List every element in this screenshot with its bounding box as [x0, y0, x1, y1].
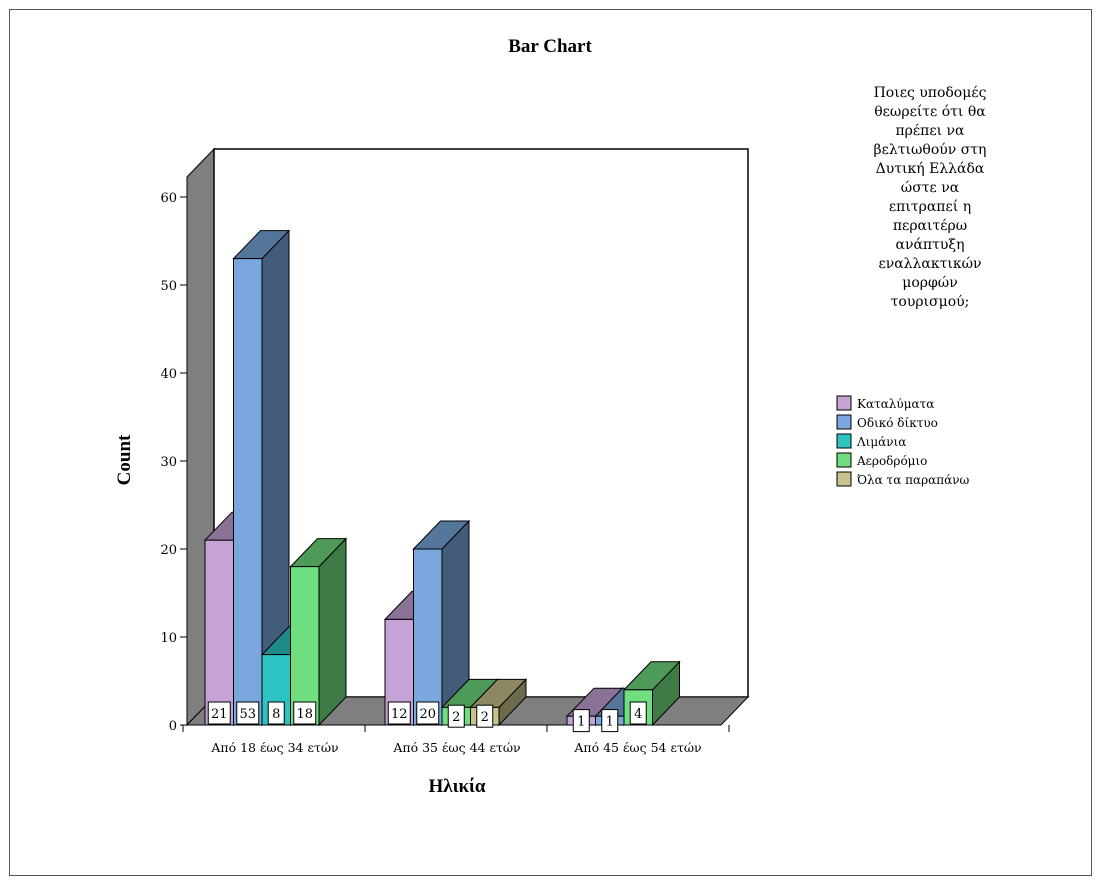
bar	[204, 539, 234, 726]
data-label: 2	[481, 710, 489, 725]
y-axis: 0 10 20 30 40 50 60	[160, 185, 188, 734]
data-label: 2	[452, 710, 460, 725]
x-axis-title: Ηλικία	[428, 776, 485, 797]
data-label-box	[601, 709, 619, 733]
legend-title-line: εναλλακτικών	[878, 256, 981, 272]
data-label: 8	[272, 707, 280, 722]
data-label: 12	[391, 707, 408, 722]
y-tick-label: 20	[160, 543, 177, 558]
x-category-label: Από 35 έως 44 ετών	[392, 740, 520, 755]
data-label: 53	[239, 707, 256, 722]
data-label: 1	[577, 715, 585, 730]
data-label: 20	[419, 707, 436, 722]
legend-swatch	[836, 395, 852, 411]
legend-title-line: ώστε να	[901, 180, 960, 196]
legend-title-line: Ποιες υποδομές	[874, 84, 987, 101]
legend-title-line: θεωρείτε ότι θα	[874, 103, 986, 120]
legend-title-line: περαιτέρω	[893, 217, 967, 234]
legend-swatch	[836, 414, 852, 430]
bar	[233, 258, 263, 726]
data-label-box	[629, 701, 647, 725]
legend-title-line: βελτιωθούν στη	[874, 142, 987, 158]
data-label-box	[387, 701, 411, 725]
legend-title-line: πρέπει να	[895, 122, 965, 139]
data-label-box	[572, 709, 590, 733]
y-axis-title: Count	[114, 434, 135, 485]
data-label-box	[476, 704, 494, 728]
legend-label: Καταλύματα	[857, 397, 934, 411]
legend-label: Αεροδρόμιο	[856, 454, 927, 468]
bar	[413, 548, 443, 726]
bars	[203, 229, 681, 727]
y-tick-label: 50	[160, 279, 177, 294]
data-label-box	[416, 701, 440, 725]
chart-title: Bar Chart	[508, 36, 592, 57]
bar-side	[318, 537, 347, 727]
y-tick-label: 30	[160, 455, 177, 470]
legend-label: Όλα τα παραπάνω	[857, 473, 970, 487]
data-label-box	[267, 701, 285, 725]
legend-label: Λιμάνια	[856, 435, 906, 449]
data-label: 21	[211, 707, 228, 722]
data-label-box	[447, 704, 465, 728]
data-labels: 21 53 8 18 12 20 2 2 1 14	[207, 701, 647, 733]
legend-title-line: μορφών	[902, 275, 958, 291]
y-tick-label: 10	[160, 631, 177, 646]
data-label-box	[236, 701, 260, 725]
legend-title-line: τουρισμού;	[891, 294, 970, 310]
y-tick-label: 60	[160, 191, 177, 206]
data-label: 1	[606, 715, 614, 730]
legend-swatch	[836, 471, 852, 487]
legend-label: Οδικό δίκτυο	[857, 416, 938, 430]
legend-title-line: Δυτική Ελλάδα	[876, 161, 985, 177]
legend-title-line: ανάπτυξη	[896, 237, 965, 253]
y-tick-label: 40	[160, 367, 177, 382]
x-category-label: Από 18 έως 34 ετών	[210, 740, 338, 755]
data-label: 18	[296, 707, 313, 722]
x-category-label: Από 45 έως 54 ετών	[573, 740, 701, 755]
data-label-box	[207, 701, 231, 725]
legend-swatch	[836, 452, 852, 468]
x-axis: Από 18 έως 34 ετών Από 35 έως 44 ετών Από …	[182, 725, 730, 755]
bar	[290, 566, 320, 726]
legend-title-line: επιτραπεί η	[889, 198, 971, 215]
y-tick-label: 0	[169, 719, 177, 734]
data-label-box	[293, 701, 317, 725]
legend: Ποιες υποδομές θεωρείτε ότι θα πρέπει να βε…	[836, 84, 987, 487]
legend-swatch	[836, 433, 852, 449]
data-label: 4	[634, 707, 642, 722]
